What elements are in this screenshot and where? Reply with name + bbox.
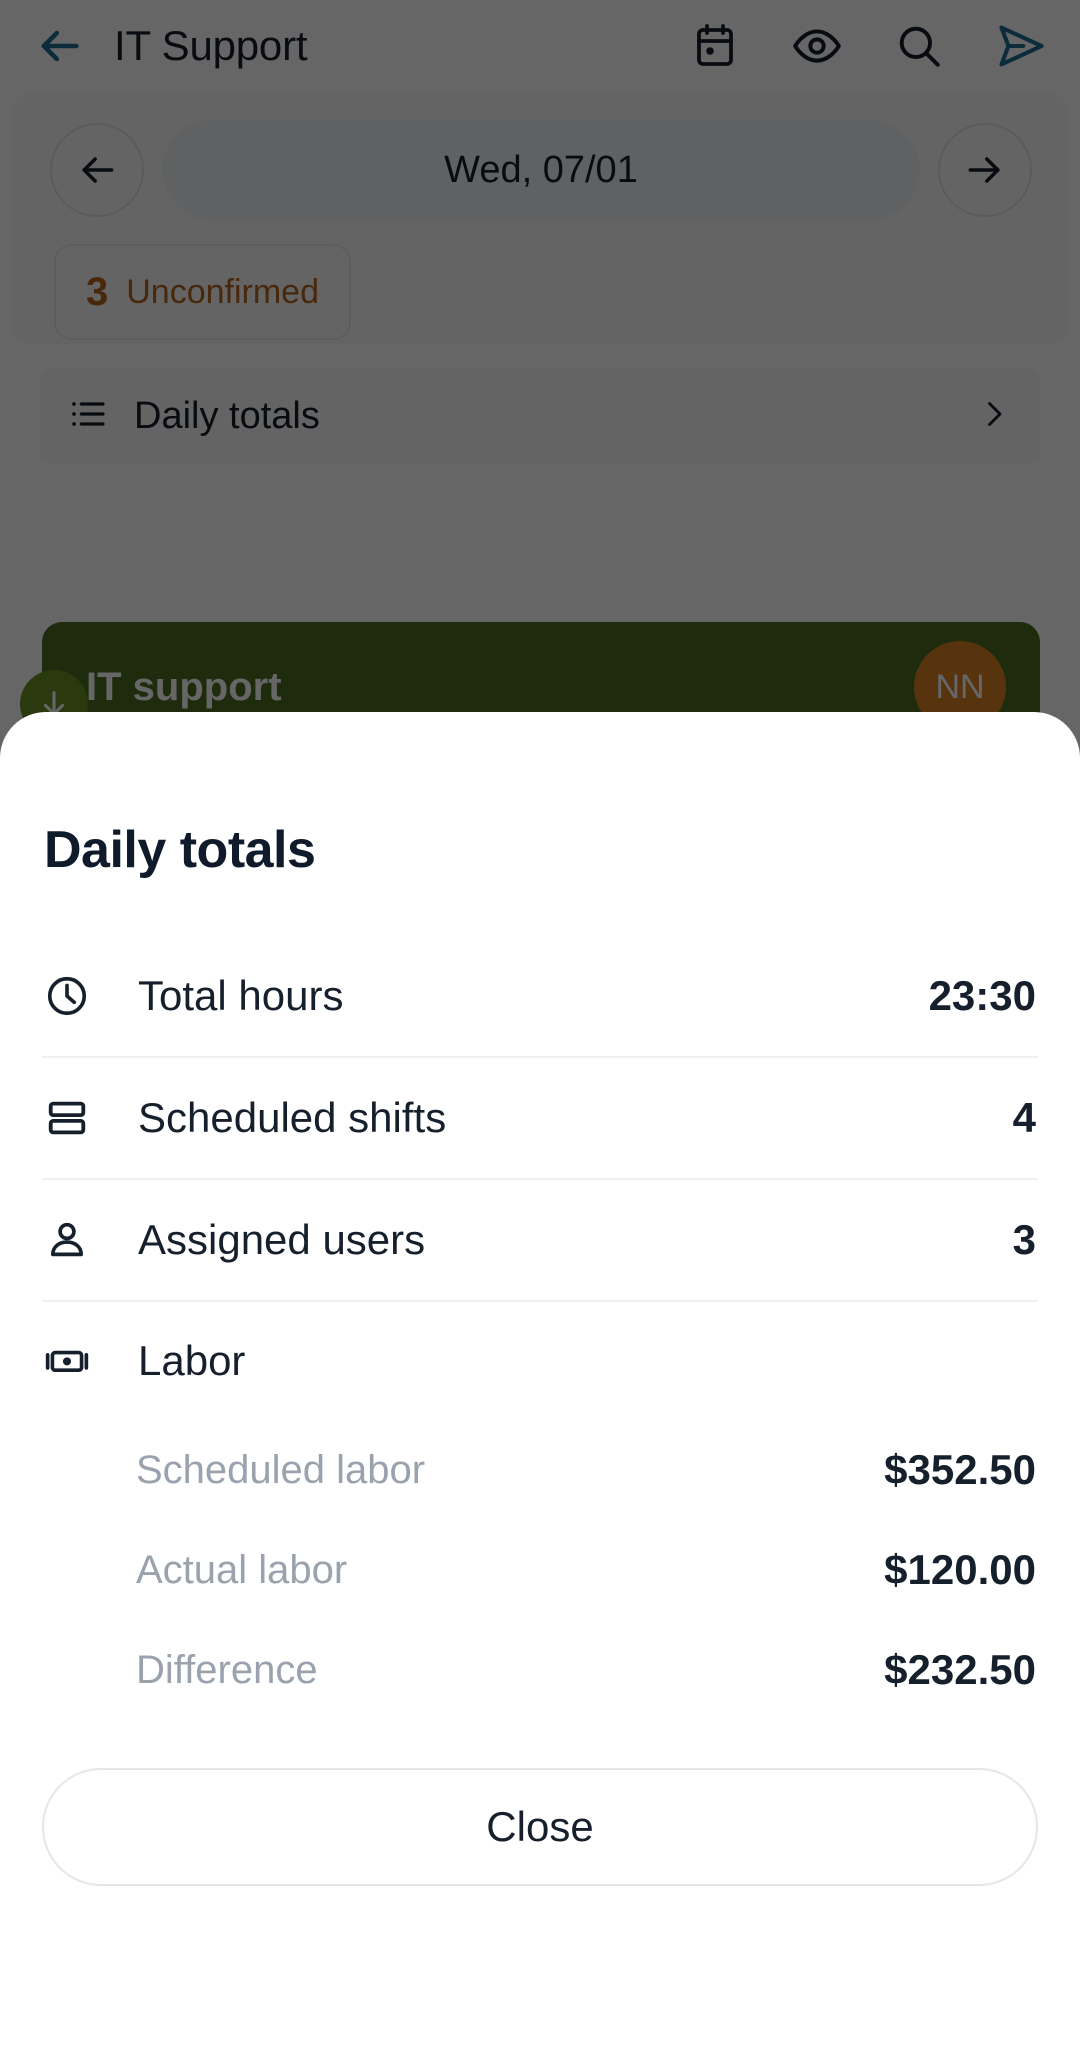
list-item-value: 4 bbox=[1012, 1094, 1036, 1141]
list-item: Scheduled shifts 4 bbox=[42, 1058, 1038, 1178]
list-item-value: $120.00 bbox=[884, 1546, 1036, 1593]
list-item-label: Scheduled shifts bbox=[138, 1094, 447, 1141]
list-item-label: Difference bbox=[136, 1647, 318, 1692]
list-item: Scheduled labor $352.50 bbox=[42, 1420, 1038, 1520]
list-item-label: Total hours bbox=[138, 972, 344, 1019]
labor-section-label: Labor bbox=[138, 1337, 246, 1384]
list-item: Difference $232.50 bbox=[42, 1620, 1038, 1720]
money-icon bbox=[44, 1338, 100, 1384]
list-item-value: 23:30 bbox=[928, 972, 1036, 1019]
list-item-label: Actual labor bbox=[136, 1547, 348, 1592]
sheet-title: Daily totals bbox=[44, 821, 316, 879]
labor-section-header: Labor bbox=[42, 1302, 1038, 1420]
shifts-icon bbox=[44, 1095, 100, 1141]
clock-icon bbox=[44, 973, 100, 1019]
totals-list: Total hours 23:30 Scheduled shifts 4 bbox=[42, 936, 1038, 1720]
list-item-value: $352.50 bbox=[884, 1446, 1036, 1493]
list-item-label: Assigned users bbox=[138, 1216, 426, 1263]
list-item: Total hours 23:30 bbox=[42, 936, 1038, 1056]
close-button[interactable]: Close bbox=[42, 1768, 1038, 1886]
list-item-label: Scheduled labor bbox=[136, 1447, 426, 1492]
divider bbox=[42, 1056, 1038, 1058]
list-item-value: $232.50 bbox=[884, 1646, 1036, 1693]
divider bbox=[42, 1178, 1038, 1180]
list-item-value: 3 bbox=[1012, 1216, 1036, 1263]
person-icon bbox=[44, 1217, 100, 1263]
list-item: Actual labor $120.00 bbox=[42, 1520, 1038, 1620]
daily-totals-sheet: Daily totals Total hours 23:30 bbox=[0, 712, 1080, 2049]
divider bbox=[42, 1300, 1038, 1302]
list-item: Assigned users 3 bbox=[42, 1180, 1038, 1300]
